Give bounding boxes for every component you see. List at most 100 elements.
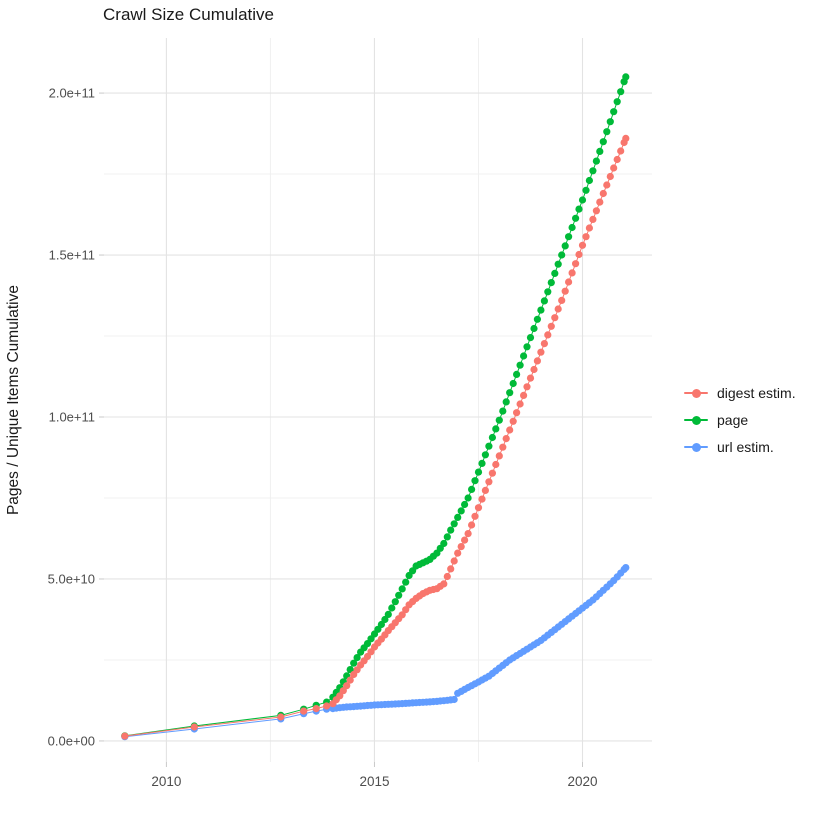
y-tick-label: 1.0e+11 [49,410,95,425]
data-point [610,164,618,172]
legend-item-page: page [683,406,796,433]
data-point [547,279,555,287]
data-point [596,198,604,206]
x-tick-label: 2015 [359,774,389,789]
data-point [461,500,469,509]
data-point [468,485,476,493]
data-point [513,409,521,417]
data-point [516,400,524,408]
data-point [565,278,573,286]
data-point [450,557,458,565]
data-point [530,365,538,374]
data-point [578,241,587,249]
data-point [523,383,531,391]
data-point [572,214,580,222]
data-point [520,352,528,360]
legend-key-digest-estim [683,383,709,403]
data-point [471,512,479,520]
data-point [582,186,590,194]
data-point [495,416,503,424]
data-point [468,521,476,529]
data-point [554,260,562,268]
legend-label: digest estim. [717,384,796,401]
data-point [443,533,451,541]
data-point [622,134,630,142]
data-point [492,425,500,433]
data-point [461,536,469,544]
data-point [530,324,538,333]
data-point [277,713,285,721]
data-point [450,695,458,704]
data-point [450,520,458,528]
legend-label: page [717,411,749,428]
data-point [589,167,597,175]
data-point [353,654,361,662]
data-point [471,477,479,485]
data-point [558,296,566,304]
data-point [582,233,590,241]
data-point [402,578,410,586]
legend-item-url-estim: url estim. [683,433,796,460]
data-point [603,128,611,136]
legend-dot-icon [692,415,701,425]
data-point [544,331,552,339]
data-point [478,495,486,503]
data-point [578,196,587,204]
data-point [350,659,358,667]
legend: digest estim. page url estim. [683,379,796,460]
legend-item-digest-estim: digest estim. [683,379,796,406]
legend-dot-icon [692,388,701,398]
data-point [537,306,545,314]
data-point [585,224,594,232]
data-point [502,398,510,406]
x-tick-label: 2010 [151,774,181,789]
data-point [509,379,517,388]
data-point [474,504,483,512]
data-point [464,494,472,502]
y-tick-label: 5.0e+10 [48,571,95,586]
data-point [561,287,569,295]
data-point [544,288,552,296]
data-point [447,526,455,534]
legend-dot-icon [692,442,701,452]
data-point [603,181,611,189]
data-point [457,543,465,551]
data-point [592,207,601,215]
data-point [121,732,129,740]
data-point [454,513,462,522]
data-point [533,315,542,323]
data-point [575,205,583,213]
data-point [481,451,489,459]
data-point [613,155,621,164]
data-point [509,417,517,425]
x-tick-label: 2020 [567,774,597,789]
data-point [395,591,403,599]
data-point [398,585,406,593]
data-point [537,348,545,356]
data-point [540,297,549,305]
data-point [599,138,607,146]
data-point [506,389,514,397]
data-point [499,407,507,415]
data-point [499,443,507,451]
data-point [568,269,576,277]
data-point [478,459,486,467]
y-tick-label: 0.0e+00 [48,733,95,748]
data-point [606,118,614,126]
data-point [610,108,618,116]
data-point [565,233,573,241]
data-point [454,549,462,557]
chart-title: Crawl Size Cumulative [103,5,274,24]
data-point [617,147,625,155]
data-point [540,340,549,348]
data-point [558,251,566,259]
data-point [589,215,597,223]
series-line-url-estim [124,567,627,738]
data-point [336,692,344,700]
data-point [312,705,320,713]
data-point [613,98,621,106]
data-point [300,707,308,715]
data-point [343,682,351,690]
data-point [388,604,396,612]
